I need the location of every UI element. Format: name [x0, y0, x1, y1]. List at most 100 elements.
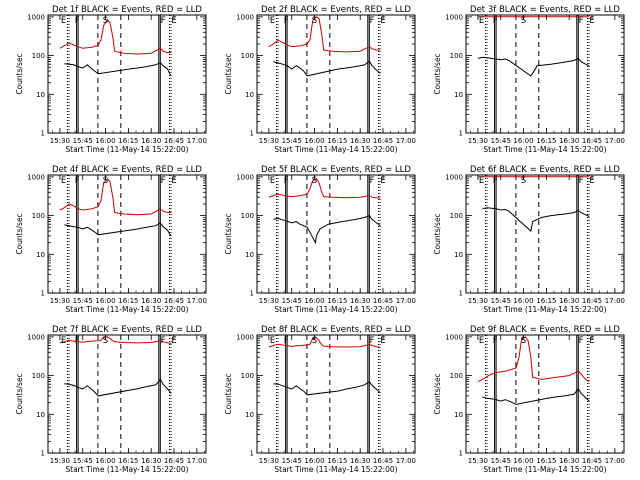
- lld-series-line: [59, 177, 172, 216]
- x-tick-label: 15:45: [282, 457, 302, 465]
- y-tick-label: 1000: [445, 173, 463, 181]
- panel-title: Det 3f BLACK = Events, RED = LLD: [470, 5, 620, 15]
- x-tick-label: 16:30: [559, 297, 579, 305]
- interval-mark: E: [589, 336, 594, 346]
- events-series-line: [273, 214, 381, 245]
- x-tick-label: 15:30: [259, 297, 279, 305]
- interval-mark: F: [493, 16, 498, 26]
- x-axis-label: Start Time (11-May-14 15:22:00): [483, 145, 606, 154]
- interval-mark: F: [161, 16, 166, 26]
- interval-mark: S: [312, 176, 317, 186]
- interval-mark: E: [589, 16, 594, 26]
- x-tick-label: 16:45: [582, 137, 602, 145]
- interval-mark: E: [479, 336, 484, 346]
- y-tick-label: 10: [454, 91, 463, 99]
- x-tick-label: 16:30: [350, 137, 370, 145]
- x-tick-label: 15:30: [259, 137, 279, 145]
- panel-det-6: 1 10 100 1000 15:30 15:45 16:00 16:15 16:30 16:45…: [433, 165, 625, 314]
- y-tick-label: 100: [450, 372, 463, 380]
- interval-mark: F: [493, 176, 498, 186]
- plot-frame: [256, 174, 416, 294]
- x-tick-label: 16:30: [141, 137, 161, 145]
- x-tick-label: 16:45: [373, 297, 393, 305]
- x-tick-label: 16:00: [95, 457, 115, 465]
- y-tick-label: 1: [41, 130, 45, 138]
- x-tick-label: 15:30: [50, 137, 70, 145]
- interval-mark: E: [479, 176, 484, 186]
- x-axis-label: Start Time (11-May-14 15:22:00): [65, 305, 188, 314]
- interval-mark: S: [103, 336, 108, 346]
- x-tick-label: 16:15: [536, 297, 556, 305]
- plot-frame: [256, 334, 416, 454]
- interval-mark: E: [171, 176, 176, 186]
- plot-frame: [465, 334, 625, 454]
- interval-mark: E: [270, 16, 275, 26]
- y-tick-label: 1000: [27, 13, 45, 21]
- y-tick-label: 1000: [445, 333, 463, 341]
- panel-det-3: 1 10 100 1000 15:30 15:45 16:00 16:15 16:30 16:45…: [433, 5, 625, 154]
- panel-det-5: 1 10 100 1000 15:30 15:45 16:00 16:15 16:30 16:45…: [224, 165, 416, 314]
- x-tick-label: 16:45: [164, 457, 184, 465]
- events-series-line: [64, 61, 172, 77]
- x-tick-label: 15:30: [50, 457, 70, 465]
- x-tick-label: 16:30: [141, 457, 161, 465]
- y-tick-label: 100: [241, 52, 254, 60]
- x-tick-label: 15:30: [468, 457, 488, 465]
- plot-frame: [465, 14, 625, 134]
- x-tick-label: 16:30: [350, 457, 370, 465]
- x-tick-label: 15:45: [491, 297, 511, 305]
- y-tick-label: 100: [450, 52, 463, 60]
- y-axis-label: Counts/sec: [15, 53, 24, 94]
- interval-mark: E: [61, 16, 66, 26]
- panel-det-9: 1 10 100 1000 15:30 15:45 16:00 16:15 16:30 16:45…: [433, 325, 625, 474]
- y-tick-label: 100: [32, 372, 45, 380]
- y-tick-label: 1000: [236, 13, 254, 21]
- y-axis-label: Counts/sec: [433, 213, 442, 254]
- panel-title: Det 4f BLACK = Events, RED = LLD: [52, 165, 202, 175]
- interval-mark: F: [370, 336, 375, 346]
- x-tick-label: 15:45: [73, 137, 93, 145]
- x-tick-label: 17:00: [605, 297, 625, 305]
- interval-mark: E: [380, 336, 385, 346]
- panel-title: Det 5f BLACK = Events, RED = LLD: [261, 165, 411, 175]
- x-tick-label: 15:30: [50, 297, 70, 305]
- x-axis-label: Start Time (11-May-14 15:22:00): [65, 145, 188, 154]
- x-tick-label: 16:00: [304, 297, 324, 305]
- x-tick-label: 16:45: [582, 297, 602, 305]
- x-tick-label: 16:30: [559, 137, 579, 145]
- panel-det-7: 1 10 100 1000 15:30 15:45 16:00 16:15 16:30 16:45…: [15, 325, 207, 474]
- interval-mark: E: [479, 16, 484, 26]
- x-tick-label: 15:45: [491, 137, 511, 145]
- interval-mark: S: [521, 336, 526, 346]
- x-tick-label: 16:15: [118, 297, 138, 305]
- y-tick-label: 1: [250, 290, 254, 298]
- interval-mark: S: [103, 16, 108, 26]
- y-axis-label: Counts/sec: [433, 53, 442, 94]
- panel-title: Det 1f BLACK = Events, RED = LLD: [52, 5, 202, 15]
- y-tick-label: 1000: [27, 333, 45, 341]
- x-tick-label: 16:45: [164, 137, 184, 145]
- x-tick-label: 16:30: [141, 297, 161, 305]
- x-tick-label: 17:00: [396, 457, 416, 465]
- panel-det-1: 1 10 100 1000 15:30 15:45 16:00 16:15 16:30 16:45…: [15, 5, 207, 154]
- interval-mark: F: [75, 16, 80, 26]
- panel-det-4: 1 10 100 1000 15:30 15:45 16:00 16:15 16:30 16:45…: [15, 165, 207, 314]
- y-tick-label: 10: [36, 251, 45, 259]
- interval-mark: S: [521, 16, 526, 26]
- interval-mark: S: [312, 336, 317, 346]
- y-axis-label: Counts/sec: [224, 373, 233, 414]
- y-axis-label: Counts/sec: [224, 213, 233, 254]
- x-tick-label: 17:00: [396, 297, 416, 305]
- events-series-line: [64, 222, 172, 237]
- x-tick-label: 17:00: [187, 457, 207, 465]
- interval-mark: F: [370, 176, 375, 186]
- interval-mark: F: [579, 176, 584, 186]
- y-tick-label: 100: [241, 212, 254, 220]
- y-axis-label: Counts/sec: [433, 373, 442, 414]
- panel-det-2: 1 10 100 1000 15:30 15:45 16:00 16:15 16:30 16:45…: [224, 5, 416, 154]
- interval-mark: S: [521, 176, 526, 186]
- x-axis-label: Start Time (11-May-14 15:22:00): [274, 465, 397, 474]
- x-tick-label: 16:45: [373, 457, 393, 465]
- x-tick-label: 16:15: [536, 137, 556, 145]
- x-tick-label: 16:00: [304, 137, 324, 145]
